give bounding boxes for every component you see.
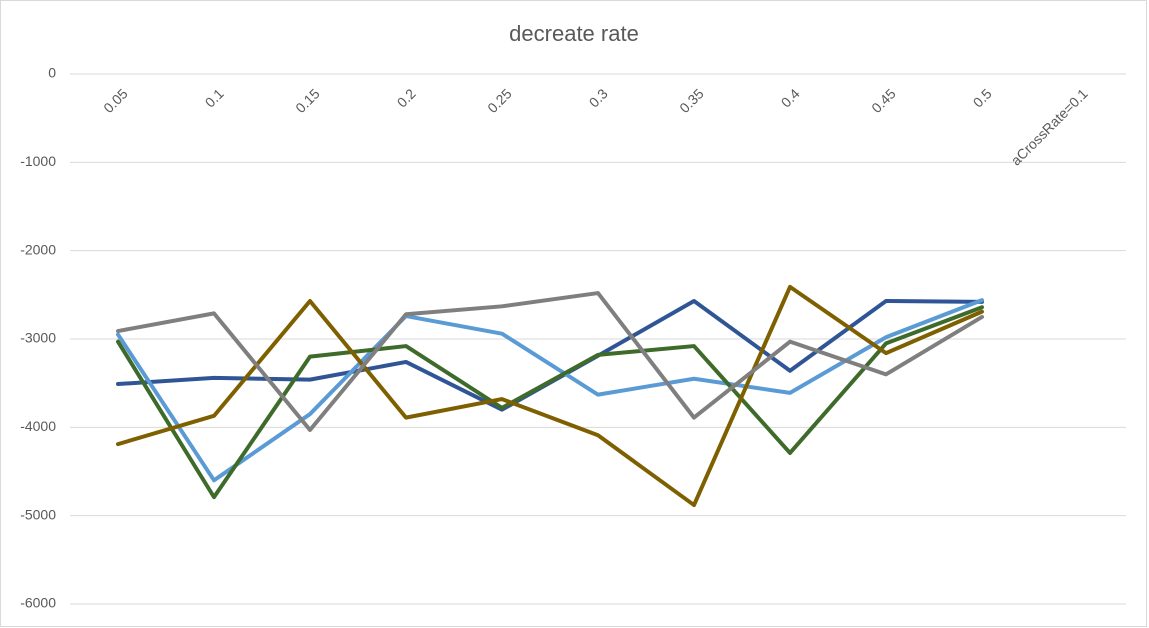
series-line [116, 284, 984, 508]
series-line [116, 291, 984, 432]
y-tick-label: -6000 [20, 595, 56, 611]
y-tick-label: -1000 [20, 153, 56, 169]
y-tick-label: -4000 [20, 418, 56, 434]
y-tick-label: -3000 [20, 330, 56, 346]
series-line [116, 298, 984, 483]
y-tick-label: -2000 [20, 241, 56, 257]
series-line [116, 305, 984, 500]
y-tick-label: 0 [48, 65, 56, 81]
chart-title: decreate rate [509, 21, 639, 46]
y-tick-label: -5000 [20, 506, 56, 522]
